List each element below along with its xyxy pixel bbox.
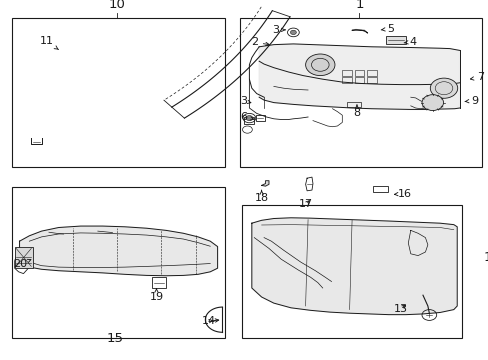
Bar bbox=[15, 247, 33, 268]
Bar bbox=[354, 77, 364, 83]
Text: 15: 15 bbox=[106, 332, 123, 345]
Bar bbox=[342, 70, 351, 76]
Text: 3: 3 bbox=[240, 96, 250, 106]
Bar bbox=[151, 277, 166, 288]
Text: 18: 18 bbox=[254, 190, 268, 203]
Text: 14: 14 bbox=[202, 316, 216, 326]
Bar bbox=[342, 77, 351, 83]
Circle shape bbox=[290, 30, 296, 35]
Text: 13: 13 bbox=[393, 304, 407, 314]
Text: 17: 17 bbox=[298, 199, 312, 210]
Circle shape bbox=[245, 116, 252, 121]
Bar bbox=[354, 70, 364, 76]
Bar bbox=[372, 186, 387, 192]
Bar bbox=[244, 117, 254, 124]
Polygon shape bbox=[251, 218, 456, 315]
Text: 12: 12 bbox=[482, 251, 488, 264]
Text: 3: 3 bbox=[272, 25, 285, 35]
Bar bbox=[346, 102, 360, 107]
Text: 10: 10 bbox=[109, 0, 125, 11]
Text: 20: 20 bbox=[14, 259, 31, 269]
Circle shape bbox=[305, 54, 334, 76]
Bar bbox=[12, 18, 224, 167]
Text: 7: 7 bbox=[469, 72, 483, 82]
Text: 6: 6 bbox=[240, 112, 253, 122]
Bar bbox=[242, 205, 461, 338]
Bar bbox=[12, 187, 224, 338]
Bar bbox=[366, 77, 376, 83]
Text: 5: 5 bbox=[380, 24, 393, 34]
Circle shape bbox=[429, 78, 457, 98]
Text: 8: 8 bbox=[353, 105, 360, 118]
Text: 19: 19 bbox=[149, 289, 163, 302]
Text: 9: 9 bbox=[464, 96, 477, 106]
Bar bbox=[366, 70, 376, 76]
Text: 4: 4 bbox=[403, 37, 416, 47]
Polygon shape bbox=[351, 30, 367, 33]
Bar bbox=[255, 115, 264, 121]
Text: 2: 2 bbox=[250, 37, 268, 48]
Text: 11: 11 bbox=[40, 36, 59, 50]
Polygon shape bbox=[20, 226, 217, 276]
Text: 1: 1 bbox=[354, 0, 363, 11]
Text: 16: 16 bbox=[394, 189, 411, 199]
Circle shape bbox=[421, 95, 443, 111]
Polygon shape bbox=[261, 181, 268, 186]
Polygon shape bbox=[259, 44, 459, 109]
Bar bbox=[386, 36, 405, 44]
Bar bbox=[239, 18, 481, 167]
